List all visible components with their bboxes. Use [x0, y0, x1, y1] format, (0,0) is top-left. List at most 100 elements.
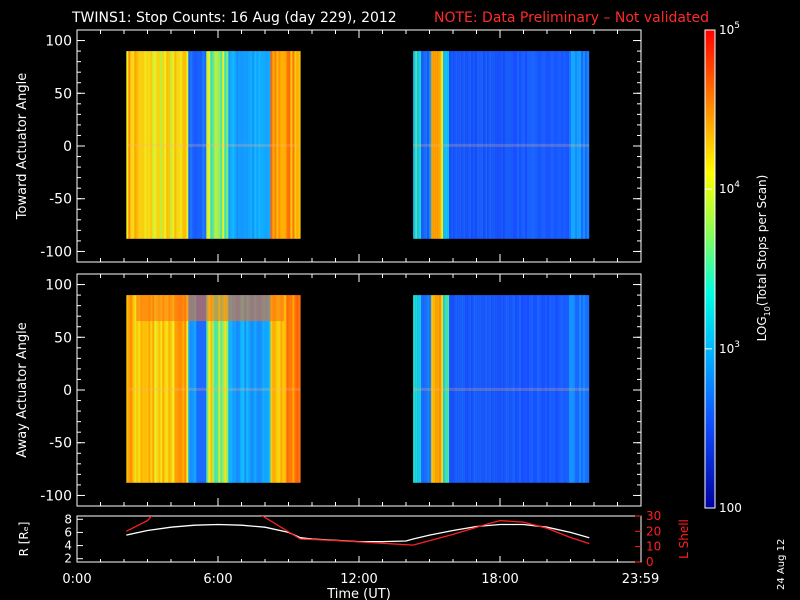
heat-column [551, 51, 554, 239]
heat-column [258, 51, 261, 239]
heat-column [563, 51, 566, 239]
heat-column [487, 295, 490, 483]
heat-column [457, 51, 460, 239]
heat-column [445, 295, 448, 483]
heat-column [266, 295, 269, 483]
colorbar-label: LOG10(Total Stops per Scan) [755, 175, 772, 342]
heat-column [226, 51, 229, 239]
x-axis-label: Time (UT) [326, 587, 391, 600]
heat-column [445, 51, 448, 239]
heat-column [250, 51, 253, 239]
heat-column [439, 51, 442, 239]
zero-stripe [126, 143, 301, 147]
heat-column [214, 295, 217, 483]
heat-column [443, 51, 446, 239]
heat-column [547, 51, 550, 239]
heat-column [503, 295, 506, 483]
zero-stripe [126, 387, 301, 391]
heat-column [182, 295, 185, 483]
heat-column [146, 51, 149, 239]
heat-column [144, 51, 147, 239]
heat-column [515, 295, 518, 483]
heat-column [539, 51, 542, 239]
heat-column [511, 51, 514, 239]
heat-column [166, 51, 169, 239]
heat-column [543, 295, 546, 483]
heat-column [569, 51, 572, 239]
heat-column [284, 51, 287, 239]
heat-column [254, 51, 257, 239]
colorbar-tick-label: 105 [719, 21, 740, 37]
heat-column [569, 295, 572, 483]
zero-stripe [413, 143, 590, 147]
heat-column [565, 51, 568, 239]
heat-column [138, 51, 141, 239]
x-tick-label: 0:00 [62, 572, 91, 587]
heat-column [270, 51, 273, 239]
heat-column [186, 295, 189, 483]
heat-column [276, 51, 279, 239]
colorbar-tick-label: 104 [719, 180, 740, 196]
heat-column [583, 295, 586, 483]
heat-column [567, 51, 570, 239]
heat-column [495, 51, 498, 239]
heat-column [459, 295, 462, 483]
heat-column [449, 51, 452, 239]
heat-column [248, 295, 251, 483]
heat-column [499, 295, 502, 483]
heat-column [146, 295, 149, 483]
heat-column [537, 51, 540, 239]
heat-column [188, 51, 191, 239]
heat-column [463, 295, 466, 483]
heat-column [282, 295, 285, 483]
heat-column [234, 295, 237, 483]
y-tick-label: 100 [45, 278, 72, 294]
heat-column [256, 51, 259, 239]
heat-column [154, 51, 157, 239]
heat-column [130, 51, 133, 239]
heat-column [192, 51, 195, 239]
heat-column [483, 51, 486, 239]
heat-column [268, 295, 271, 483]
heat-column [523, 51, 526, 239]
heat-column [503, 51, 506, 239]
colorbar-tick-label: 103 [719, 340, 740, 356]
heat-column [152, 295, 155, 483]
heat-column [242, 51, 245, 239]
heat-column [212, 295, 215, 483]
colorbar-gradient [704, 29, 716, 509]
heat-column [441, 295, 444, 483]
heat-column [573, 295, 576, 483]
heat-column [543, 51, 546, 239]
heat-column [274, 51, 277, 239]
heat-column [130, 295, 133, 483]
heat-column [431, 51, 434, 239]
heat-column [573, 51, 576, 239]
heat-column [413, 295, 416, 483]
x-tick-label: 23:59 [622, 572, 659, 587]
heat-column [246, 295, 249, 483]
heat-column [220, 51, 223, 239]
heat-column [282, 51, 285, 239]
heat-column [288, 51, 291, 239]
heat-column [280, 51, 283, 239]
heat-column [427, 295, 430, 483]
heat-column [278, 295, 281, 483]
heat-column [176, 295, 179, 483]
heat-column [443, 295, 446, 483]
heat-column [182, 51, 185, 239]
heat-column [461, 51, 464, 239]
heat-column [220, 295, 223, 483]
heat-column [515, 51, 518, 239]
heat-column [465, 51, 468, 239]
data-block-1 [126, 51, 301, 239]
heat-column [244, 51, 247, 239]
heat-column [493, 295, 496, 483]
heat-column [290, 295, 293, 483]
heat-column [585, 295, 588, 483]
heat-column [417, 295, 420, 483]
heat-column [142, 295, 145, 483]
heat-column [152, 51, 155, 239]
heat-column [483, 295, 486, 483]
